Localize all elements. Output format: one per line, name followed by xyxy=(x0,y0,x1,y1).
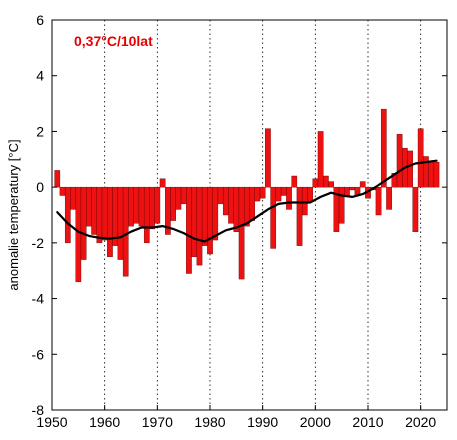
bar-2003 xyxy=(328,181,334,188)
bar-1998 xyxy=(301,186,308,216)
bar-2016 xyxy=(396,134,403,188)
bar-1996 xyxy=(291,175,298,188)
bar-2001 xyxy=(317,131,324,188)
bar-1977 xyxy=(191,186,198,257)
bar-1991 xyxy=(265,128,271,188)
bar-1957 xyxy=(86,186,92,227)
x-tick-label-1990: 1990 xyxy=(247,414,278,430)
bar-1981 xyxy=(212,186,219,241)
trend-annotation: 0,37°C/10lat xyxy=(74,33,153,49)
bar-1960 xyxy=(101,186,108,241)
bar-1976 xyxy=(186,186,192,274)
trend-line xyxy=(56,159,438,243)
axis-ticks: 1950 1960 1970 1980 1990 2000 2010 2020 -8 -6 -4 -2… xyxy=(32,12,447,430)
bar-1963 xyxy=(117,186,124,260)
y-tick-label--2: -2 xyxy=(32,235,45,251)
bars xyxy=(54,108,440,283)
bar-1983 xyxy=(222,186,229,216)
y-tick-label-6: 6 xyxy=(36,12,44,28)
bar-1954 xyxy=(70,186,76,210)
bar-1986 xyxy=(238,186,245,280)
bar-1975 xyxy=(180,186,187,205)
bar-1990 xyxy=(259,186,266,199)
bar-2005 xyxy=(338,186,345,224)
bar-1956 xyxy=(80,186,87,260)
bar-1952 xyxy=(59,186,66,196)
smoothed-trend xyxy=(56,159,438,243)
bar-2002 xyxy=(323,175,329,188)
bar-1970 xyxy=(154,186,161,224)
x-tick-label-2000: 2000 xyxy=(300,414,331,430)
y-tick-label--8: -8 xyxy=(32,402,45,418)
y-axis-label: anomalie temperatury [°C] xyxy=(6,139,21,290)
bar-1965 xyxy=(128,186,134,227)
bar-1968 xyxy=(143,186,150,244)
bar-1980 xyxy=(207,186,213,255)
bar-1951 xyxy=(54,170,61,188)
x-tick-label-1970: 1970 xyxy=(142,414,173,430)
bar-1961 xyxy=(107,186,113,257)
x-tick-label-2010: 2010 xyxy=(352,414,383,430)
bar-2019 xyxy=(412,186,419,232)
bar-1967 xyxy=(138,186,145,227)
bar-1982 xyxy=(217,186,224,205)
bar-2022 xyxy=(428,161,435,188)
y-tick-label-2: 2 xyxy=(36,123,44,139)
bar-1964 xyxy=(122,186,129,277)
bar-1955 xyxy=(75,186,82,283)
x-tick-label-1980: 1980 xyxy=(194,414,225,430)
bar-2020 xyxy=(417,128,424,188)
bar-1958 xyxy=(91,186,97,235)
bar-1989 xyxy=(254,186,261,202)
y-tick-label-4: 4 xyxy=(36,68,44,84)
bar-1966 xyxy=(133,186,140,224)
bar-1997 xyxy=(296,186,303,246)
bar-1985 xyxy=(233,186,240,232)
bar-2023 xyxy=(433,161,440,188)
y-tick-label-0: 0 xyxy=(36,179,44,195)
bar-1973 xyxy=(170,186,176,221)
bar-1987 xyxy=(244,186,250,227)
bar-1984 xyxy=(228,186,234,224)
bar-1994 xyxy=(280,186,287,196)
bar-1978 xyxy=(196,186,203,266)
bar-2014 xyxy=(386,186,392,210)
y-tick-label--4: -4 xyxy=(32,291,45,307)
bar-1969 xyxy=(149,186,155,230)
bar-1995 xyxy=(286,186,292,210)
bar-2012 xyxy=(375,186,382,216)
x-tick-label-1950: 1950 xyxy=(36,414,67,430)
x-tick-label-1960: 1960 xyxy=(89,414,120,430)
bar-1988 xyxy=(249,186,255,221)
y-tick-label--6: -6 xyxy=(32,346,45,362)
bar-1992 xyxy=(270,186,277,249)
bar-1993 xyxy=(275,186,282,202)
bar-1999 xyxy=(307,186,313,202)
bar-2007 xyxy=(349,186,356,191)
bar-1974 xyxy=(175,186,182,210)
bar-1953 xyxy=(64,186,71,244)
bar-1959 xyxy=(96,186,103,244)
bar-1971 xyxy=(159,178,166,188)
x-tick-label-2020: 2020 xyxy=(405,414,436,430)
bar-2009 xyxy=(359,181,366,188)
plot-frame xyxy=(51,19,448,411)
bar-1979 xyxy=(201,186,208,246)
bar-2006 xyxy=(344,186,350,196)
bar-2018 xyxy=(407,150,413,188)
bar-2000 xyxy=(312,178,319,188)
bar-2013 xyxy=(380,108,387,188)
